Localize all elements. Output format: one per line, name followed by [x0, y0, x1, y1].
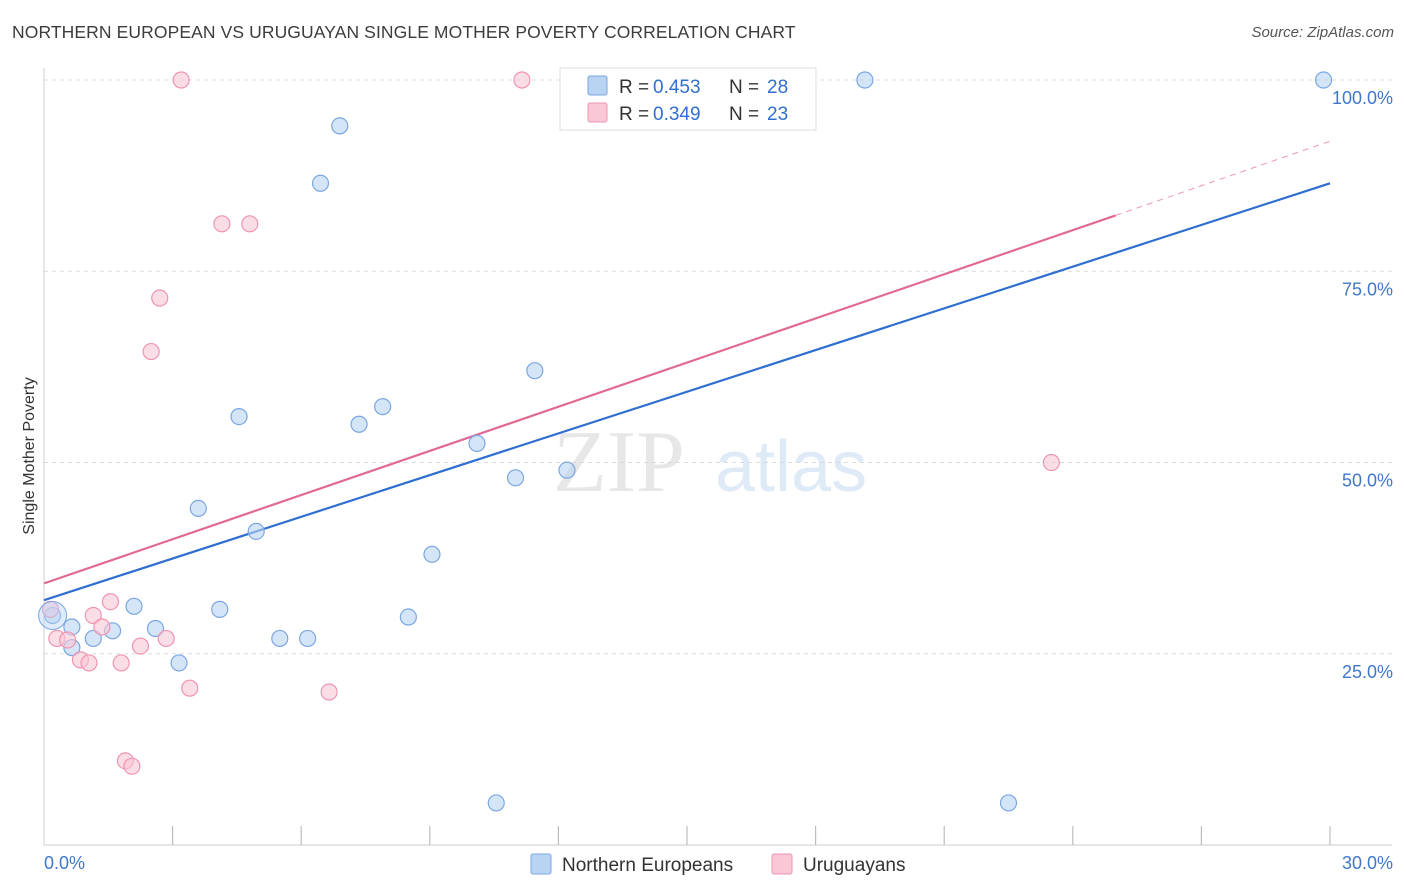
- stats-legend: R = 0.453 N = 28 R = 0.349 N = 23: [559, 67, 817, 131]
- point-uruguayans: [131, 637, 150, 655]
- series-legend-label-uruguayans: Uruguayans: [803, 855, 905, 876]
- point-northern-europeans: [350, 415, 368, 433]
- y-tick-label: 25.0%: [1342, 662, 1393, 682]
- point-northern-europeans: [374, 398, 392, 416]
- legend-r-label-1: R =: [619, 104, 649, 125]
- chart-title: NORTHERN EUROPEAN VS URUGUAYAN SINGLE MO…: [12, 22, 796, 42]
- point-uruguayans: [513, 71, 531, 89]
- point-uruguayans: [84, 606, 102, 625]
- point-northern-europeans: [856, 71, 874, 89]
- legend-n-label-0: N =: [729, 77, 759, 98]
- point-northern-europeans: [487, 794, 505, 812]
- data-points: [38, 71, 1333, 812]
- y-tick-label: 75.0%: [1342, 279, 1393, 299]
- point-northern-europeans: [999, 794, 1018, 812]
- legend-r-value-0: 0.453: [653, 77, 701, 98]
- point-uruguayans: [181, 679, 199, 697]
- trend-line-uruguayans: [43, 214, 1117, 585]
- legend-n-value-0: 28: [767, 77, 788, 98]
- y-tick-label: 100.0%: [1332, 88, 1393, 108]
- point-northern-europeans: [189, 499, 207, 517]
- gridlines: [44, 79, 1392, 655]
- point-northern-europeans: [271, 629, 289, 648]
- point-northern-europeans: [506, 469, 525, 487]
- point-northern-europeans: [468, 434, 486, 452]
- point-uruguayans: [123, 757, 141, 775]
- point-uruguayans: [80, 654, 98, 672]
- trend-line-northern-europeans: [43, 182, 1331, 602]
- y-tick-label: 50.0%: [1342, 471, 1393, 491]
- series-legend-swatch-northern-europeans: [530, 853, 552, 875]
- point-northern-europeans: [230, 408, 248, 426]
- point-northern-europeans-cluster: [38, 601, 68, 630]
- point-northern-europeans: [247, 522, 265, 540]
- point-northern-europeans: [526, 362, 544, 380]
- point-northern-europeans: [299, 629, 317, 648]
- legend-n-label-1: N =: [729, 104, 759, 125]
- point-uruguayans: [58, 631, 77, 649]
- legend-swatch-uruguayans: [587, 102, 608, 123]
- legend-n-value-1: 23: [767, 104, 788, 125]
- y-tick-labels: 25.0% 50.0% 75.0% 100.0%: [1332, 88, 1393, 682]
- y-axis-title: Single Mother Poverty: [21, 377, 38, 534]
- point-northern-europeans: [1314, 71, 1333, 89]
- trend-lines: [43, 140, 1331, 602]
- legend-swatch-northern-europeans: [587, 75, 608, 96]
- series-legend: Northern Europeans Uruguayans: [530, 853, 905, 876]
- point-uruguayans: [101, 593, 120, 611]
- watermark: ZIP atlas: [553, 414, 867, 511]
- point-northern-europeans: [311, 174, 330, 192]
- point-uruguayans: [213, 215, 231, 233]
- point-uruguayans: [241, 215, 259, 233]
- point-northern-europeans: [331, 117, 349, 135]
- watermark-zip: ZIP: [553, 414, 685, 511]
- point-uruguayans: [142, 342, 160, 361]
- x-tick-label: 30.0%: [1342, 853, 1393, 873]
- point-uruguayans: [1042, 453, 1060, 472]
- point-uruguayans: [93, 618, 111, 636]
- point-northern-europeans: [170, 654, 188, 672]
- trend-line-uruguayans-extension: [1115, 140, 1331, 216]
- legend-r-label-0: R =: [619, 77, 649, 98]
- point-uruguayans: [157, 629, 175, 648]
- point-northern-europeans: [146, 619, 165, 638]
- chart-source: Source: ZipAtlas.com: [1251, 24, 1394, 41]
- point-uruguayans: [151, 289, 169, 307]
- point-uruguayans: [112, 654, 130, 672]
- point-northern-europeans: [211, 600, 229, 618]
- point-uruguayans: [172, 71, 190, 89]
- point-northern-europeans: [423, 545, 441, 563]
- point-uruguayans: [320, 683, 338, 701]
- point-northern-europeans: [399, 608, 417, 626]
- watermark-atlas: atlas: [715, 427, 867, 507]
- series-legend-label-northern-europeans: Northern Europeans: [562, 855, 733, 876]
- x-tick-labels: 0.0% 30.0%: [44, 853, 1393, 873]
- point-northern-europeans: [558, 461, 576, 479]
- point-northern-europeans: [84, 629, 102, 648]
- point-northern-europeans: [125, 597, 143, 615]
- series-legend-swatch-uruguayans: [771, 853, 793, 875]
- legend-r-value-1: 0.349: [653, 104, 701, 125]
- x-tick-label: 0.0%: [44, 853, 85, 873]
- axes: [43, 68, 1392, 846]
